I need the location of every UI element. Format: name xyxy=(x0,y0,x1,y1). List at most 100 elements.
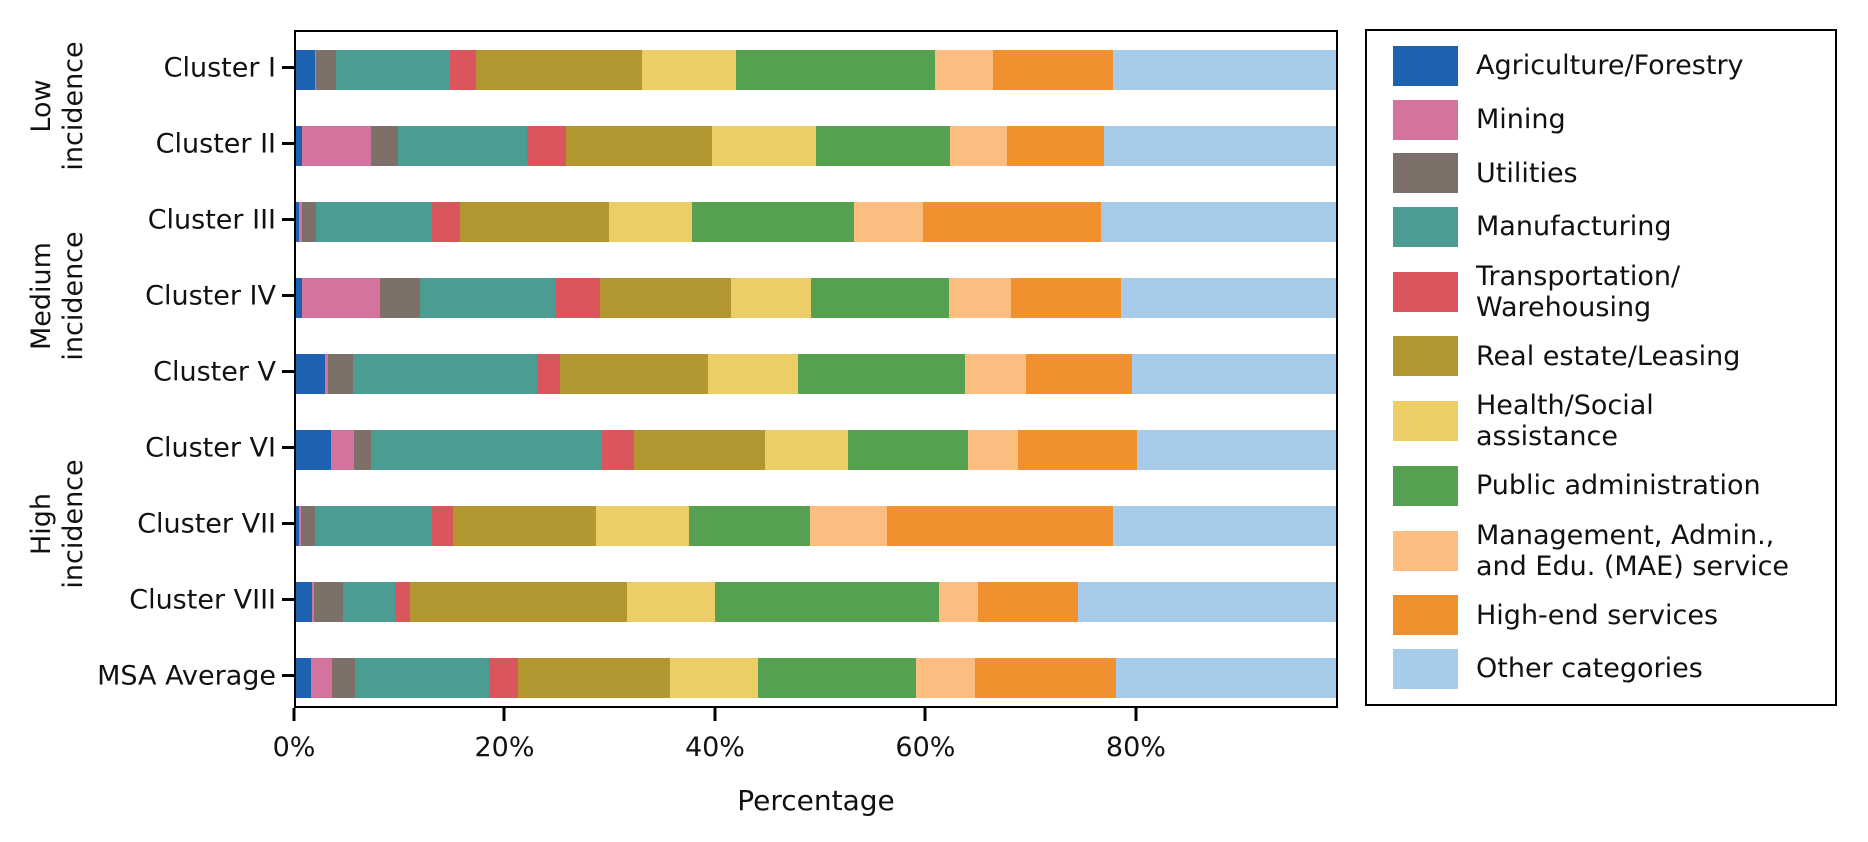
bar-segment-cluster-viii-public-administration xyxy=(715,581,939,622)
bar-segment-cluster-v-agriculture-forestry xyxy=(296,353,326,394)
bar-segment-cluster-v-high-end-services xyxy=(1025,353,1132,394)
y-tick-label-cluster-v: Cluster V xyxy=(153,356,276,387)
bar-segment-cluster-ii-high-end-services xyxy=(1006,125,1105,166)
legend-swatch-transportation-warehousing xyxy=(1393,271,1458,312)
legend: Agriculture/Forestry Mining Utilities Manuf… xyxy=(1365,29,1837,706)
legend-label-mining: Mining xyxy=(1476,104,1566,136)
bar-segment-msa-average-other-categories xyxy=(1115,657,1336,698)
bar-row-cluster-viii xyxy=(296,581,1336,622)
y-tick-cluster-i xyxy=(282,66,294,69)
bar-segment-msa-average-public-administration xyxy=(758,657,916,698)
bar-segment-cluster-iv-transportation-warehousing xyxy=(555,277,600,318)
bar-segment-msa-average-utilities xyxy=(331,657,355,698)
legend-label-other-categories: Other categories xyxy=(1476,653,1703,685)
legend-item-public-administration: Public administration xyxy=(1393,465,1827,506)
y-tick-label-cluster-ii: Cluster II xyxy=(155,128,276,159)
bar-segment-cluster-v-transportation-warehousing xyxy=(537,353,561,394)
bar-segment-cluster-ii-real-estate-leasing xyxy=(566,125,713,166)
bar-row-cluster-ii xyxy=(296,125,1336,166)
x-tick-label-80: 80% xyxy=(1105,732,1166,763)
bar-segment-cluster-i-high-end-services xyxy=(993,49,1113,90)
bar-segment-cluster-i-manufacturing xyxy=(335,49,451,90)
bar-segment-cluster-iii-health-social-assistance xyxy=(609,201,693,242)
bar-segment-cluster-vi-public-administration xyxy=(848,429,968,470)
bar-segment-cluster-vii-other-categories xyxy=(1112,505,1336,546)
bar-segment-cluster-i-real-estate-leasing xyxy=(476,49,642,90)
x-tick-label-40: 40% xyxy=(684,732,745,763)
bar-segment-msa-average-real-estate-leasing xyxy=(518,657,671,698)
bar-segment-cluster-iv-health-social-assistance xyxy=(731,277,811,318)
bar-segment-cluster-i-health-social-assistance xyxy=(641,49,737,90)
bar-segment-cluster-vii-real-estate-leasing xyxy=(453,505,596,546)
bar-segment-cluster-vii-public-administration xyxy=(689,505,810,546)
bar-row-cluster-iv xyxy=(296,277,1336,318)
legend-swatch-public-administration xyxy=(1393,465,1458,506)
legend-item-mining: Mining xyxy=(1393,99,1827,140)
bar-segment-cluster-iii-mining xyxy=(299,201,303,242)
bar-segment-cluster-vii-transportation-warehousing xyxy=(432,505,454,546)
bar-segment-msa-average-mining xyxy=(310,657,332,698)
y-tick-cluster-vi xyxy=(282,446,294,449)
x-tick-label-60: 60% xyxy=(895,732,956,763)
bar-segment-cluster-viii-mining xyxy=(311,581,314,622)
legend-swatch-high-end-services xyxy=(1393,595,1458,636)
legend-swatch-utilities xyxy=(1393,153,1458,194)
bar-segment-cluster-iii-transportation-warehousing xyxy=(432,201,460,242)
y-tick-cluster-v xyxy=(282,370,294,373)
legend-label-transportation-warehousing: Transportation/ Warehousing xyxy=(1476,260,1681,323)
bar-segment-cluster-vi-high-end-services xyxy=(1018,429,1137,470)
bar-segment-cluster-iv-other-categories xyxy=(1121,277,1336,318)
bar-segment-cluster-viii-manufacturing xyxy=(343,581,395,622)
y-tick-cluster-vii xyxy=(282,522,294,525)
legend-swatch-other-categories xyxy=(1393,649,1458,689)
legend-item-high-end-services: High-end services xyxy=(1393,595,1827,636)
bar-segment-cluster-vii-agriculture-forestry xyxy=(296,505,300,546)
bar-segment-cluster-v-utilities xyxy=(328,353,353,394)
bar-segment-cluster-vii-management-admin-and-edu-mae-service xyxy=(809,505,888,546)
bar-segment-cluster-v-management-admin-and-edu-mae-service xyxy=(964,353,1026,394)
bar-segment-cluster-i-agriculture-forestry xyxy=(296,49,315,90)
bar-segment-cluster-ii-utilities xyxy=(371,125,398,166)
bar-segment-cluster-iv-manufacturing xyxy=(419,277,556,318)
bar-segment-cluster-iv-management-admin-and-edu-mae-service xyxy=(949,277,1011,318)
y-tick-msa-average xyxy=(282,674,294,677)
bar-segment-cluster-vii-mining xyxy=(299,505,302,546)
bar-segment-cluster-vi-manufacturing xyxy=(371,429,603,470)
bar-segment-cluster-v-real-estate-leasing xyxy=(560,353,708,394)
bar-segment-cluster-viii-other-categories xyxy=(1078,581,1336,622)
bar-segment-cluster-i-other-categories xyxy=(1112,49,1336,90)
bar-segment-cluster-iv-agriculture-forestry xyxy=(296,277,303,318)
y-tick-label-cluster-i: Cluster I xyxy=(163,52,276,83)
y-tick-cluster-viii xyxy=(282,598,294,601)
bar-segment-msa-average-high-end-services xyxy=(975,657,1116,698)
legend-swatch-health-social-assistance xyxy=(1393,401,1458,442)
bar-segment-cluster-ii-management-admin-and-edu-mae-service xyxy=(950,125,1007,166)
legend-item-health-social-assistance: Health/Social assistance xyxy=(1393,390,1827,452)
x-tick-20 xyxy=(502,708,506,721)
y-tick-label-cluster-viii: Cluster VIII xyxy=(129,584,276,615)
legend-label-manufacturing: Manufacturing xyxy=(1476,211,1672,243)
x-tick-label-20: 20% xyxy=(474,732,535,763)
legend-swatch-manufacturing xyxy=(1393,207,1458,248)
bar-segment-cluster-vi-agriculture-forestry xyxy=(296,429,331,470)
group-label-medium-incidence: Medium incidence xyxy=(26,230,89,361)
bar-segment-cluster-i-transportation-warehousing xyxy=(450,49,477,90)
legend-item-other-categories: Other categories xyxy=(1393,649,1827,689)
legend-label-utilities: Utilities xyxy=(1476,157,1578,189)
legend-label-health-social-assistance: Health/Social assistance xyxy=(1476,390,1654,453)
bar-segment-msa-average-health-social-assistance xyxy=(670,657,759,698)
bar-segment-cluster-ii-agriculture-forestry xyxy=(296,125,303,166)
legend-item-utilities: Utilities xyxy=(1393,153,1827,194)
y-tick-label-cluster-vii: Cluster VII xyxy=(137,508,276,539)
bar-segment-cluster-vi-real-estate-leasing xyxy=(633,429,765,470)
x-tick-0 xyxy=(292,708,296,721)
legend-item-agriculture-forestry: Agriculture/Forestry xyxy=(1393,46,1827,86)
bar-segment-cluster-vi-other-categories xyxy=(1136,429,1336,470)
bar-segment-cluster-iii-management-admin-and-edu-mae-service xyxy=(853,201,923,242)
x-tick-80 xyxy=(1134,708,1138,721)
bar-segment-cluster-vi-utilities xyxy=(353,429,372,470)
legend-item-management-admin-and-edu-mae-service: Management, Admin., and Edu. (MAE) servi… xyxy=(1393,520,1827,582)
legend-label-high-end-services: High-end services xyxy=(1476,599,1719,631)
bar-segment-cluster-viii-utilities xyxy=(313,581,344,622)
